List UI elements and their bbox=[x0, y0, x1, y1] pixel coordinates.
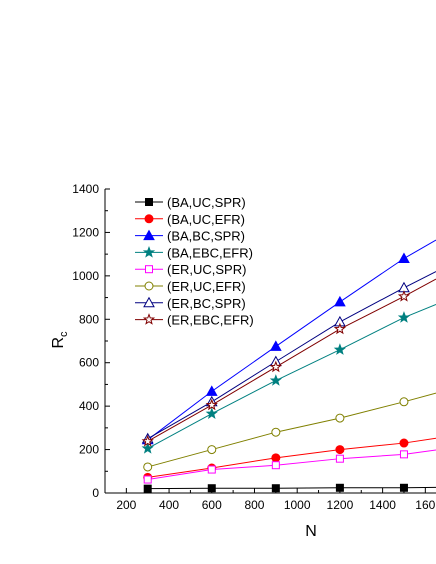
series-line bbox=[147, 392, 436, 468]
data-point bbox=[205, 398, 218, 411]
series-line bbox=[147, 437, 436, 478]
legend-marker bbox=[144, 281, 154, 291]
series-2 bbox=[143, 437, 436, 482]
x-tick-label: 800 bbox=[244, 498, 264, 512]
y-tick-label: 0 bbox=[92, 486, 99, 500]
y-axis-label: Rc bbox=[50, 331, 70, 349]
legend-label: (BA,EBC,EFR) bbox=[167, 245, 253, 260]
series-4 bbox=[141, 304, 436, 454]
legend-marker bbox=[142, 313, 156, 325]
series-line bbox=[147, 271, 436, 440]
data-point bbox=[397, 290, 411, 302]
legend-label: (ER,EBC,EFR) bbox=[167, 313, 254, 328]
data-point bbox=[207, 465, 216, 474]
x-axis-label: N bbox=[305, 523, 317, 540]
y-tick-label: 800 bbox=[79, 312, 99, 326]
series-line bbox=[147, 486, 436, 490]
series-line bbox=[147, 304, 436, 449]
legend-entry: (ER,BC,SPR) bbox=[135, 296, 246, 311]
data-point bbox=[205, 385, 218, 396]
data-point bbox=[398, 252, 410, 263]
legend-entry: (BA,UC,EFR) bbox=[135, 212, 245, 227]
series-6 bbox=[143, 392, 436, 472]
y-tick-label: 200 bbox=[79, 443, 99, 457]
data-point bbox=[399, 438, 409, 448]
data-point bbox=[399, 397, 409, 407]
legend-entry: (BA,BC,SPR) bbox=[135, 229, 245, 244]
data-point bbox=[143, 462, 153, 472]
data-point bbox=[271, 427, 281, 437]
series-line bbox=[147, 449, 436, 481]
legend-marker bbox=[145, 265, 153, 274]
y-tick-label: 1200 bbox=[72, 225, 99, 239]
series-3 bbox=[141, 239, 436, 445]
y-tick-label: 1400 bbox=[72, 182, 99, 196]
data-point bbox=[334, 295, 346, 307]
data-point bbox=[399, 450, 408, 459]
series-line bbox=[147, 278, 436, 442]
x-tick-label: 160 bbox=[415, 498, 435, 512]
legend-label: (ER,BC,SPR) bbox=[167, 296, 246, 311]
x-tick-label: 1400 bbox=[369, 498, 396, 512]
legend-entry: (BA,EBC,EFR) bbox=[135, 245, 253, 260]
data-point bbox=[335, 454, 344, 463]
data-point bbox=[141, 434, 154, 447]
x-tick-label: 1000 bbox=[284, 498, 311, 512]
legend-marker bbox=[144, 214, 154, 224]
y-tick-label: 1000 bbox=[72, 269, 99, 283]
legend-label: (ER,UC,EFR) bbox=[167, 279, 246, 294]
data-point bbox=[207, 445, 217, 455]
data-point bbox=[271, 461, 280, 470]
series-5 bbox=[143, 449, 436, 484]
data-point bbox=[143, 475, 152, 484]
x-tick-label: 400 bbox=[159, 498, 179, 512]
y-tick-label: 600 bbox=[79, 356, 99, 370]
legend-marker bbox=[145, 198, 153, 206]
legend-marker bbox=[142, 245, 156, 258]
legend-entry: (ER,UC,SPR) bbox=[135, 262, 246, 277]
data-point bbox=[335, 445, 345, 455]
x-tick-label: 1200 bbox=[327, 498, 354, 512]
data-point bbox=[205, 407, 218, 419]
legend-entry: (ER,EBC,EFR) bbox=[135, 313, 254, 328]
legend-marker bbox=[143, 229, 155, 241]
series-8 bbox=[141, 278, 436, 447]
data-point bbox=[269, 374, 282, 386]
series-line bbox=[147, 239, 436, 441]
legend-entry: (ER,UC,EFR) bbox=[135, 279, 246, 294]
x-tick-label: 600 bbox=[202, 498, 222, 512]
legend-marker bbox=[143, 296, 155, 308]
data-point bbox=[269, 340, 282, 351]
y-tick-label: 400 bbox=[79, 399, 99, 413]
y-axis-label-sub: c bbox=[58, 331, 70, 337]
data-point bbox=[333, 343, 347, 355]
y-axis-label-main: R bbox=[50, 337, 67, 349]
data-point bbox=[335, 413, 345, 423]
legend-entry: (BA,UC,SPR) bbox=[135, 195, 246, 210]
series-1 bbox=[143, 483, 436, 493]
legend-label: (BA,UC,EFR) bbox=[167, 212, 245, 227]
data-point bbox=[141, 442, 154, 454]
data-point bbox=[397, 311, 411, 323]
legend-label: (ER,UC,SPR) bbox=[167, 262, 246, 277]
legend-label: (BA,BC,SPR) bbox=[167, 229, 245, 244]
x-tick-label: 200 bbox=[116, 498, 136, 512]
data-point bbox=[269, 360, 282, 373]
data-point bbox=[333, 322, 347, 335]
data-point bbox=[271, 453, 281, 463]
legend-label: (BA,UC,SPR) bbox=[167, 195, 246, 210]
